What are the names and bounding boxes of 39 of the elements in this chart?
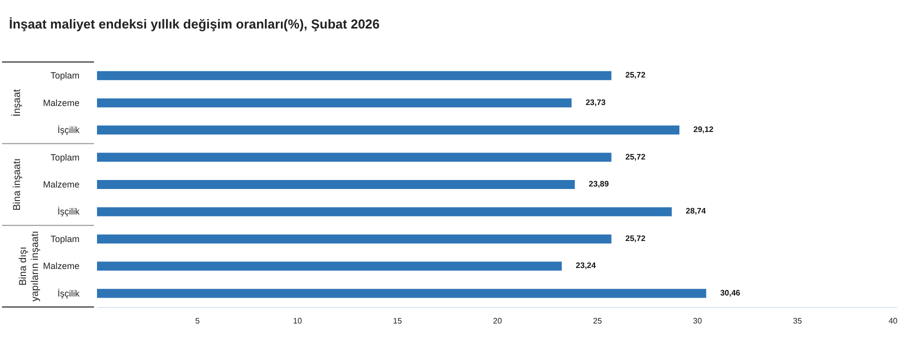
bar (97, 152, 612, 162)
data-label: 28,74 (686, 206, 706, 216)
y-tick-label: İşçilik (58, 288, 80, 298)
y-tick-label: Malzeme (42, 180, 80, 190)
data-label: 25,72 (625, 234, 646, 243)
data-label: 23,24 (576, 261, 596, 270)
data-label: 29,12 (693, 125, 714, 134)
data-label: 23,73 (586, 98, 606, 107)
y-tick-label: Malzeme (42, 98, 80, 108)
y-tick-label: İşçilik (58, 206, 80, 217)
data-label: 30,46 (720, 288, 741, 298)
x-tick-label: 25 (593, 316, 602, 326)
data-label: 25,72 (625, 70, 646, 80)
x-tick-label: 10 (293, 316, 302, 326)
chart-title: İnşaat maliyet endeksi yıllık değişim oranları(%), Şubat 2026 (9, 16, 380, 32)
y-tick-label: İşçilik (58, 125, 80, 136)
text: Bina inşaatı (12, 158, 23, 211)
y-tick-label: Malzeme (42, 261, 80, 272)
data-label: 23,89 (588, 180, 610, 188)
bar (97, 288, 706, 298)
bar (97, 207, 672, 216)
bar (97, 262, 562, 271)
bar (97, 98, 572, 108)
text: Bina dışı yapıların inşaatı (18, 230, 41, 302)
data-label: 25,72 (625, 152, 646, 162)
x-tick-label: 40 (888, 316, 898, 326)
y-tick-label: Toplam (50, 152, 80, 162)
x-tick-label: 15 (393, 316, 402, 326)
x-tick-label: 20 (493, 316, 502, 326)
bar (97, 126, 680, 135)
bar (97, 234, 612, 244)
text: İnşaat (11, 88, 23, 116)
x-tick-label: 35 (793, 316, 802, 326)
x-tick-label: 30 (693, 316, 702, 326)
x-tick-label: 5 (195, 316, 200, 326)
bar (97, 71, 612, 80)
bar (97, 180, 575, 189)
y-tick-label: Toplam (50, 70, 80, 81)
y-tick-label: Toplam (50, 234, 80, 244)
